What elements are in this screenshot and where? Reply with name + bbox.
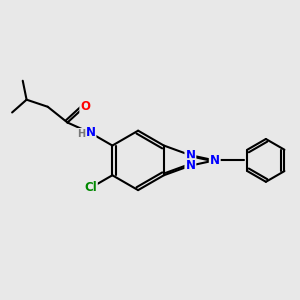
Text: O: O (80, 100, 90, 113)
Text: N: N (185, 159, 195, 172)
Text: N: N (85, 126, 95, 140)
Text: Cl: Cl (84, 182, 97, 194)
Text: H: H (77, 128, 85, 139)
Text: N: N (185, 149, 195, 162)
Text: N: N (210, 154, 220, 167)
